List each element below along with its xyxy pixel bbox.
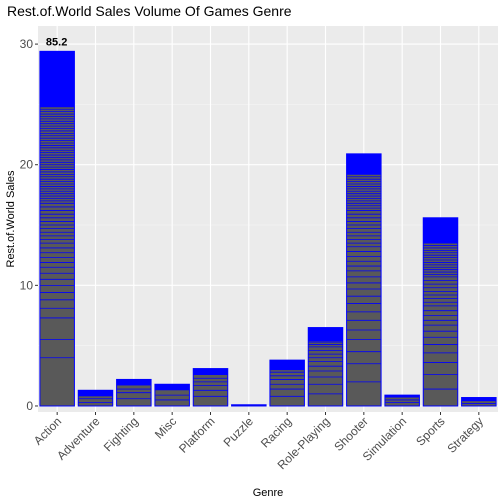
chart-title: Rest.of.World Sales Volume Of Games Genr… [7,3,292,19]
bar-misc [154,383,190,407]
bar-outline [269,359,305,407]
x-tick-label: Strategy [444,414,486,456]
bar-shooter [346,153,382,407]
bar-outline [192,368,229,407]
bar-outline [39,50,75,407]
bar-racing [269,359,305,407]
bar-outline [231,404,267,407]
y-axis: 0 10 20 30 [20,37,38,413]
bar-outline [154,383,190,407]
bar-outline [422,217,459,407]
bar-outline [346,153,382,407]
bar-platform [192,368,229,407]
x-tick-label: Sports [413,414,447,448]
bar-outline [77,389,114,407]
bar-fill [346,174,382,406]
bar-puzzle [231,404,267,407]
plot-panel [38,26,498,412]
x-axis-title: Genre [253,487,284,499]
bar-fill [154,390,190,406]
bar-adventure [77,389,114,407]
bar-outline [307,327,344,407]
bar-action [39,50,75,407]
x-tick-label: Misc [152,414,179,441]
x-tick-label: Racing [258,414,294,450]
bar-strategy [461,397,497,407]
y-axis-title: Rest.of.World Sales [5,170,17,268]
bar-outline [116,378,152,407]
bar-sports [422,217,459,407]
x-tick-label: Fighting [101,414,141,454]
bar-fill [116,385,152,406]
bar-fill [384,397,420,406]
y-tick-label: 10 [20,278,34,292]
bar-fill [269,369,305,406]
bar-value-label: 85.2 [46,36,67,48]
y-tick-label: 30 [20,37,34,51]
bar-simulation [384,394,420,407]
bar-fill [78,396,113,406]
x-tick-label: Action [31,414,64,447]
y-tick-label: 0 [26,399,33,413]
x-tick-label: Platform [176,414,217,455]
bar-fighting [116,378,152,407]
bars: 85.2 [39,36,497,407]
bar-fill [308,340,343,406]
bar-outline [384,394,420,407]
bar-fill [423,243,458,406]
bar-role-playing [307,327,344,407]
bar-fill [39,106,75,406]
bar-outline [461,397,497,407]
y-tick-label: 20 [20,158,34,172]
x-tick-label: Puzzle [221,414,257,450]
